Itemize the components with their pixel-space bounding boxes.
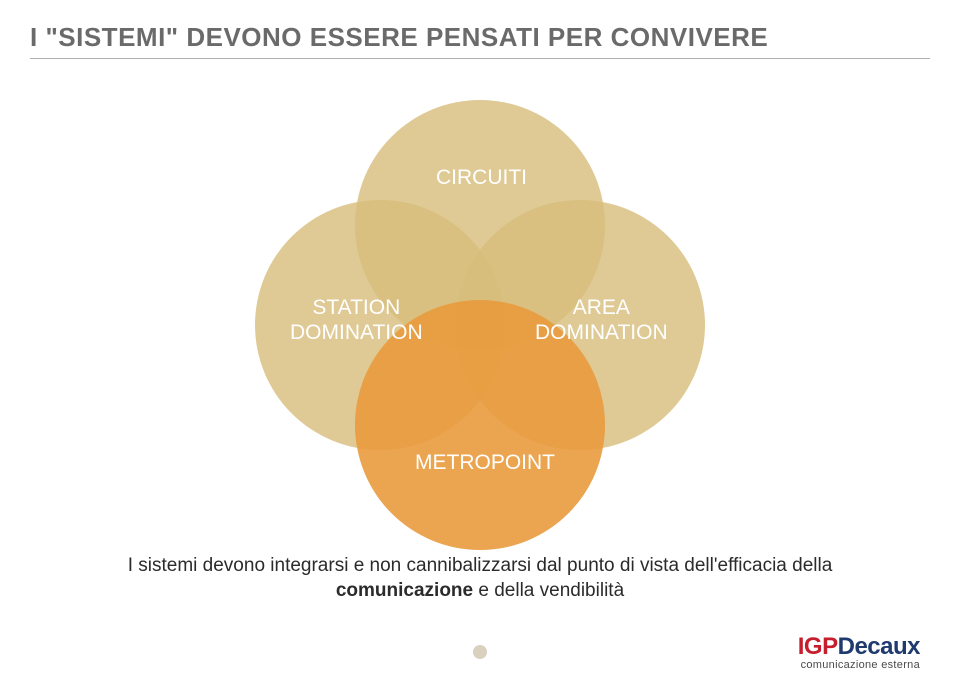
title-rule [30,58,930,59]
brand-logo-main: IGPDecaux [798,633,920,661]
venn-label-bottom: METROPOINT [415,450,555,475]
venn-label-right: AREA DOMINATION [535,295,668,345]
footer-page-dot [473,645,487,659]
page-title-text: I "SISTEMI" DEVONO ESSERE PENSATI PER CO… [30,22,768,52]
caption: I sistemi devono integrarsi e non cannib… [60,553,900,604]
venn-diagram: CIRCUITI STATION DOMINATION AREA DOMINAT… [220,70,740,570]
brand-logo-tagline: comunicazione esterna [798,659,920,671]
caption-rest: e della vendibilità [473,580,624,601]
brand-logo-prefix: IGP [798,633,838,660]
page-title: I "SISTEMI" DEVONO ESSERE PENSATI PER CO… [30,22,768,53]
brand-logo-suffix: Decaux [838,633,920,660]
caption-line1: I sistemi devono integrarsi e non cannib… [128,555,833,576]
caption-bold: comunicazione [336,580,473,601]
slide-page: I "SISTEMI" DEVONO ESSERE PENSATI PER CO… [0,0,960,699]
venn-label-top: CIRCUITI [436,165,527,190]
brand-logo: IGPDecaux comunicazione esterna [798,633,920,671]
venn-label-left: STATION DOMINATION [290,295,423,345]
